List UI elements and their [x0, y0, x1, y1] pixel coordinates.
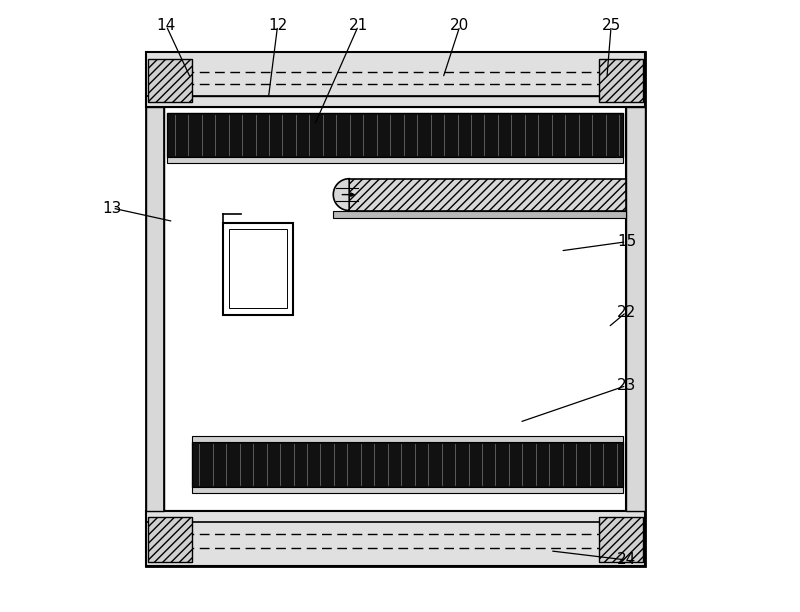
Bar [192, 442, 623, 487]
Bar [146, 107, 164, 511]
Text: 20: 20 [450, 18, 470, 33]
Bar [350, 179, 626, 211]
Bar [146, 511, 645, 566]
Bar [146, 52, 645, 566]
Text: 15: 15 [617, 234, 636, 249]
Text: 14: 14 [157, 18, 176, 33]
Bar [148, 59, 192, 102]
Bar [222, 223, 293, 315]
Text: 23: 23 [617, 378, 636, 393]
Text: 21: 21 [349, 18, 368, 33]
Bar [229, 229, 286, 308]
Bar [146, 52, 645, 107]
Bar [164, 107, 626, 511]
Bar [599, 59, 643, 102]
Bar [334, 211, 626, 218]
Text: 22: 22 [617, 305, 636, 319]
Bar [148, 517, 192, 562]
Text: 13: 13 [102, 201, 122, 215]
Bar [626, 107, 645, 511]
Bar [192, 436, 623, 442]
Text: 12: 12 [268, 18, 287, 33]
Polygon shape [334, 179, 350, 211]
Bar [599, 517, 643, 562]
Bar [192, 487, 623, 493]
Text: 25: 25 [602, 18, 621, 33]
Bar [167, 113, 623, 157]
Text: 24: 24 [617, 553, 636, 567]
Bar [167, 157, 623, 163]
